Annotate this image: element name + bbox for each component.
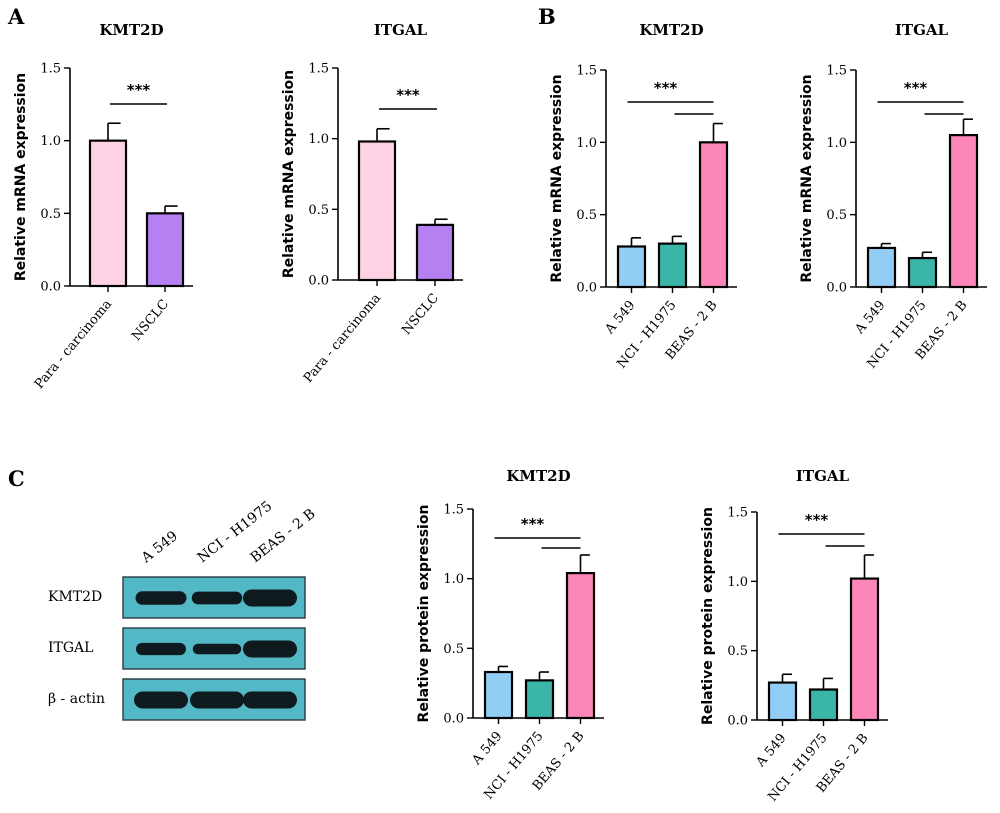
significance-label: *** bbox=[127, 81, 151, 99]
x-tick-label: Para - carcinoma bbox=[32, 297, 115, 392]
bar-2 bbox=[145, 212, 185, 288]
y-axis-label: Relative mRNA expression bbox=[13, 73, 29, 281]
y-tick-label: 0.0 bbox=[826, 281, 847, 296]
y-tick-label: 1.0 bbox=[40, 134, 61, 149]
panel-label-a: A bbox=[7, 4, 25, 29]
wb-row-1: KMT2D bbox=[48, 576, 306, 619]
wb-band bbox=[243, 640, 297, 658]
significance-label: *** bbox=[654, 79, 678, 97]
bar-3 bbox=[849, 577, 880, 722]
bar-1 bbox=[357, 140, 397, 282]
wb-band bbox=[192, 643, 242, 655]
y-tick-label: 0.0 bbox=[576, 281, 597, 296]
chart-a-kmt2d: KMT2D Relative mRNA expression 0.0 0.5 1.0 1.… bbox=[13, 21, 193, 392]
wb-band bbox=[190, 691, 244, 709]
y-tick-label: 1.0 bbox=[443, 572, 464, 587]
x-tick-label: NSCLC bbox=[129, 297, 172, 344]
y-tick-label: 0.5 bbox=[576, 208, 597, 223]
chart-c-kmt2d: KMT2D Relative protein expression 0.0 0.5 1.… bbox=[416, 467, 604, 803]
bar-1 bbox=[616, 245, 647, 289]
panel-label-c: C bbox=[8, 466, 25, 491]
wb-band bbox=[243, 691, 297, 709]
wb-row-2: ITGAL bbox=[48, 627, 306, 670]
bar-1 bbox=[866, 246, 897, 289]
bar-1 bbox=[88, 139, 128, 288]
y-tick-label: 1.5 bbox=[727, 506, 748, 521]
wb-band bbox=[136, 642, 186, 656]
chart-title: ITGAL bbox=[895, 21, 949, 39]
bar-1 bbox=[767, 681, 798, 722]
y-tick-label: 0.5 bbox=[727, 644, 748, 659]
chart-title: KMT2D bbox=[506, 467, 570, 485]
x-tick-label: Para - carcinoma bbox=[301, 291, 384, 386]
y-axis-label: Relative protein expression bbox=[700, 507, 716, 725]
bar-2 bbox=[808, 688, 839, 722]
bar-1 bbox=[483, 670, 514, 720]
y-tick-label: 1.5 bbox=[576, 64, 597, 79]
y-tick-label: 1.0 bbox=[826, 136, 847, 151]
wb-row-label: ITGAL bbox=[48, 640, 93, 656]
x-tick-label: A 549 bbox=[753, 731, 790, 771]
chart-c-itgal: ITGAL Relative protein expression 0.0 0.5 1.… bbox=[700, 467, 888, 805]
y-tick-label: 1.5 bbox=[40, 62, 61, 77]
wb-row-label: KMT2D bbox=[48, 589, 102, 605]
significance-label: *** bbox=[396, 86, 420, 104]
significance-label: *** bbox=[904, 79, 928, 97]
y-tick-label: 0.0 bbox=[727, 714, 748, 729]
bar-2 bbox=[415, 223, 455, 282]
y-tick-label: 1.5 bbox=[308, 62, 329, 77]
y-tick-label: 0.5 bbox=[40, 207, 61, 222]
bar-3 bbox=[948, 134, 979, 289]
chart-title: KMT2D bbox=[639, 21, 703, 39]
bar-3 bbox=[565, 571, 596, 720]
wb-band bbox=[191, 591, 243, 605]
y-tick-label: 1.0 bbox=[576, 136, 597, 151]
y-tick-label: 0.0 bbox=[443, 712, 464, 727]
chart-b-itgal: ITGAL Relative mRNA expression 0.0 0.5 1.0 1.… bbox=[799, 21, 987, 372]
x-tick-label: A 549 bbox=[852, 298, 889, 338]
y-axis-label: Relative protein expression bbox=[416, 505, 432, 723]
x-tick-label: A 549 bbox=[469, 729, 506, 769]
wb-row-3: β - actin bbox=[48, 678, 306, 721]
bar-3 bbox=[698, 141, 729, 289]
chart-title: KMT2D bbox=[99, 21, 163, 39]
y-tick-label: 0.5 bbox=[826, 208, 847, 223]
bar-2 bbox=[657, 242, 688, 289]
significance-label: *** bbox=[521, 515, 545, 533]
x-tick-label: A 549 bbox=[602, 298, 639, 338]
wb-row-label: β - actin bbox=[48, 691, 105, 707]
chart-b-kmt2d: KMT2D Relative mRNA expression 0.0 0.5 1.0 1.… bbox=[549, 21, 737, 372]
y-tick-label: 0.5 bbox=[443, 642, 464, 657]
y-axis-label: Relative mRNA expression bbox=[281, 70, 297, 278]
chart-title: ITGAL bbox=[374, 21, 428, 39]
y-tick-label: 0.0 bbox=[40, 280, 61, 295]
chart-a-itgal: ITGAL Relative mRNA expression 0.0 0.5 1.0 1.… bbox=[281, 21, 463, 386]
y-tick-label: 0.5 bbox=[308, 203, 329, 218]
wb-lane-label: A 549 bbox=[138, 528, 181, 567]
y-axis-label: Relative mRNA expression bbox=[549, 74, 565, 282]
significance-label: *** bbox=[805, 511, 829, 529]
y-tick-label: 1.5 bbox=[443, 503, 464, 518]
y-tick-label: 0.0 bbox=[308, 274, 329, 289]
y-tick-label: 1.5 bbox=[826, 64, 847, 79]
panel-label-b: B bbox=[538, 4, 556, 29]
chart-title: ITGAL bbox=[796, 467, 850, 485]
y-axis-label: Relative mRNA expression bbox=[799, 74, 815, 282]
wb-band bbox=[134, 691, 188, 709]
wb-band bbox=[135, 591, 187, 605]
bar-2 bbox=[524, 679, 555, 720]
y-tick-label: 1.0 bbox=[727, 575, 748, 590]
wb-band bbox=[243, 589, 297, 607]
bar-2 bbox=[907, 256, 938, 289]
x-tick-label: NSCLC bbox=[399, 291, 442, 338]
y-tick-label: 1.0 bbox=[308, 132, 329, 147]
